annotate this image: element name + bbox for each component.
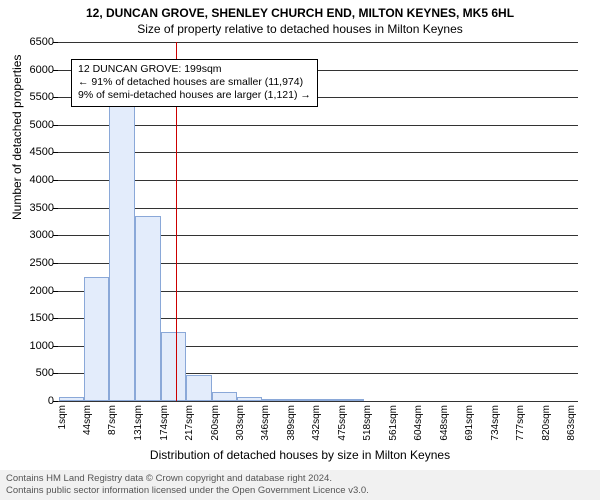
title-sub: Size of property relative to detached ho… [0,20,600,38]
gridline [58,125,578,126]
gridline [58,208,578,209]
histogram-bar [212,392,237,401]
gridline [58,180,578,181]
histogram-bar [262,399,287,401]
histogram-chart: 0500100015002000250030003500400045005000… [58,42,578,402]
histogram-bar [237,397,262,401]
footer-attribution: Contains HM Land Registry data © Crown c… [0,470,600,500]
histogram-bar [59,397,84,401]
ytick-label: 4000 [30,174,54,186]
xtick-label: 820sqm [541,405,552,441]
xtick-label: 518sqm [362,405,373,441]
ytick-label: 3500 [30,202,54,214]
footer-line2: Contains public sector information licen… [6,485,594,497]
gridline [58,42,578,43]
xtick-label: 174sqm [159,405,170,441]
xtick-label: 1sqm [57,405,68,429]
x-axis-label: Distribution of detached houses by size … [0,448,600,462]
histogram-bar [135,216,160,401]
ytick-label: 5000 [30,119,54,131]
title-main: 12, DUNCAN GROVE, SHENLEY CHURCH END, MI… [0,0,600,20]
histogram-bar [186,375,211,402]
xtick-label: 346sqm [260,405,271,441]
xtick-label: 44sqm [82,405,93,435]
annotation-box: 12 DUNCAN GROVE: 199sqm ← 91% of detache… [71,59,318,106]
xtick-label: 561sqm [388,405,399,441]
xtick-label: 604sqm [413,405,424,441]
histogram-bar [288,399,313,401]
footer-line1: Contains HM Land Registry data © Crown c… [6,473,594,485]
xtick-label: 131sqm [133,405,144,441]
xtick-label: 734sqm [490,405,501,441]
ytick-label: 500 [36,367,54,379]
xtick-label: 691sqm [464,405,475,441]
xtick-label: 87sqm [107,405,118,435]
gridline [58,152,578,153]
xtick-label: 432sqm [311,405,322,441]
histogram-bar [313,399,338,401]
ytick-label: 2500 [30,257,54,269]
histogram-bar [109,103,134,401]
xtick-label: 648sqm [439,405,450,441]
xtick-label: 389sqm [286,405,297,441]
ytick-label: 0 [48,395,54,407]
xtick-label: 303sqm [235,405,246,441]
xtick-label: 260sqm [210,405,221,441]
gridline [58,401,578,402]
ytick-label: 1500 [30,312,54,324]
ytick-label: 1000 [30,340,54,352]
xtick-label: 217sqm [184,405,195,441]
ytick-label: 6500 [30,36,54,48]
annotation-line3: 9% of semi-detached houses are larger (1… [78,89,311,102]
ytick-label: 4500 [30,146,54,158]
y-axis-label: Number of detached properties [10,55,24,220]
ytick-label: 6000 [30,64,54,76]
ytick-label: 2000 [30,285,54,297]
xtick-label: 475sqm [337,405,348,441]
xtick-label: 863sqm [566,405,577,441]
histogram-bar [84,277,109,401]
histogram-bar [161,332,186,401]
ytick-label: 3000 [30,229,54,241]
xtick-label: 777sqm [515,405,526,441]
histogram-bar [339,399,364,401]
annotation-line1: 12 DUNCAN GROVE: 199sqm [78,63,311,76]
ytick-label: 5500 [30,91,54,103]
annotation-line2: ← 91% of detached houses are smaller (11… [78,76,311,89]
